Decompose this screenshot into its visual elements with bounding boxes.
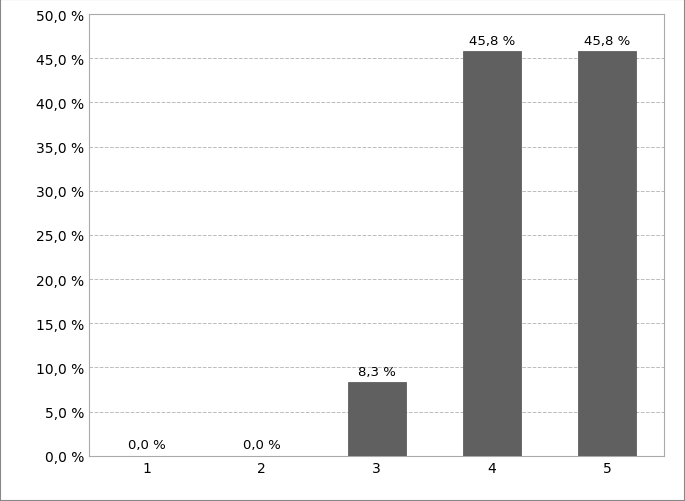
- Bar: [463, 52, 521, 456]
- Text: 0,0 %: 0,0 %: [127, 438, 166, 451]
- Text: 8,3 %: 8,3 %: [358, 365, 396, 378]
- Text: 0,0 %: 0,0 %: [242, 438, 281, 451]
- Bar: [348, 383, 406, 456]
- Bar: [578, 52, 636, 456]
- Text: 45,8 %: 45,8 %: [584, 35, 630, 48]
- Text: 45,8 %: 45,8 %: [469, 35, 515, 48]
